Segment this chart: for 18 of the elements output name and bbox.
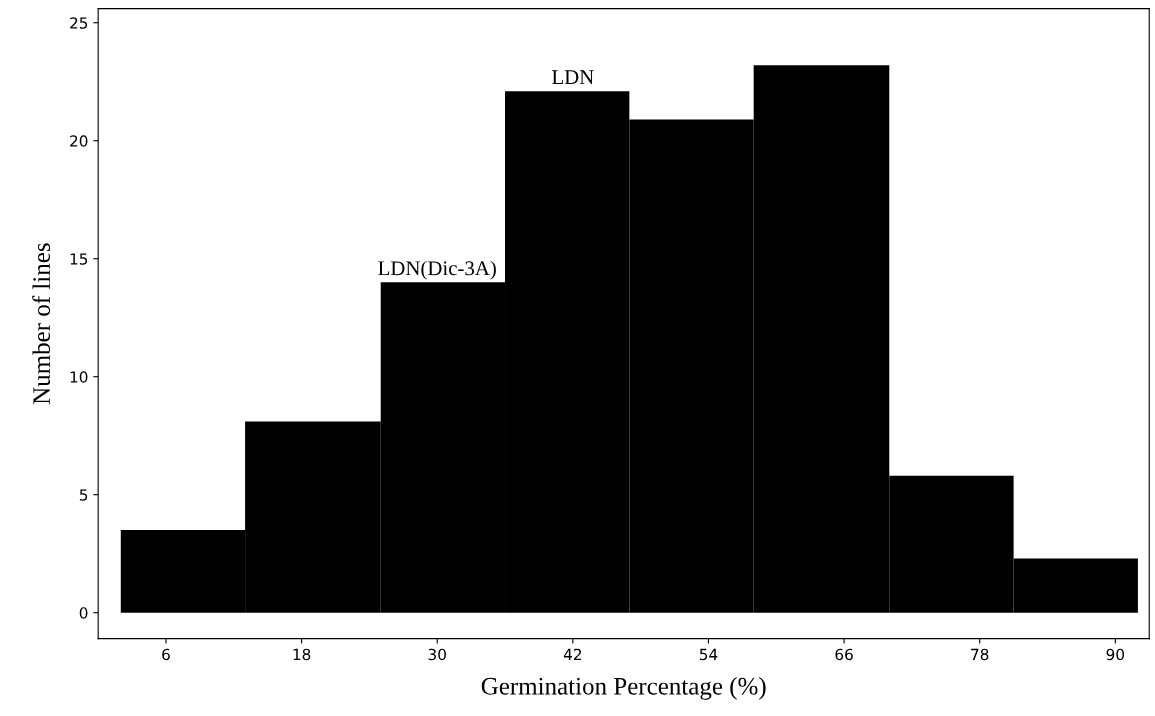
y-tick-label: 0: [79, 607, 88, 619]
x-tick-label: 6: [162, 648, 170, 661]
annotation: LDN(Dic-3A): [378, 260, 496, 280]
y-tick-label: 20: [70, 135, 88, 147]
y-axis-title: Number of lines: [32, 243, 51, 405]
y-tick-label: 5: [79, 489, 88, 501]
x-tick-label: 42: [563, 648, 582, 660]
x-tick-label: 66: [835, 648, 853, 661]
x-tick-label: 90: [1106, 648, 1125, 661]
y-tick-label: 10: [70, 371, 88, 383]
y-tick-label: 15: [70, 253, 88, 265]
annotation: LDN: [552, 70, 594, 85]
x-axis-title: Germination Percentage (%): [481, 677, 766, 700]
x-tick-label: 18: [293, 648, 311, 661]
x-tick-label: 78: [971, 648, 989, 661]
y-tick-label: 25: [70, 17, 88, 29]
x-tick-label: 30: [428, 648, 446, 661]
x-tick-label: 54: [699, 648, 718, 661]
